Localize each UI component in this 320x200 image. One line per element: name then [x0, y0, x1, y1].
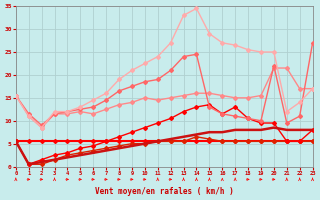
X-axis label: Vent moyen/en rafales ( km/h ): Vent moyen/en rafales ( km/h )	[95, 187, 234, 196]
